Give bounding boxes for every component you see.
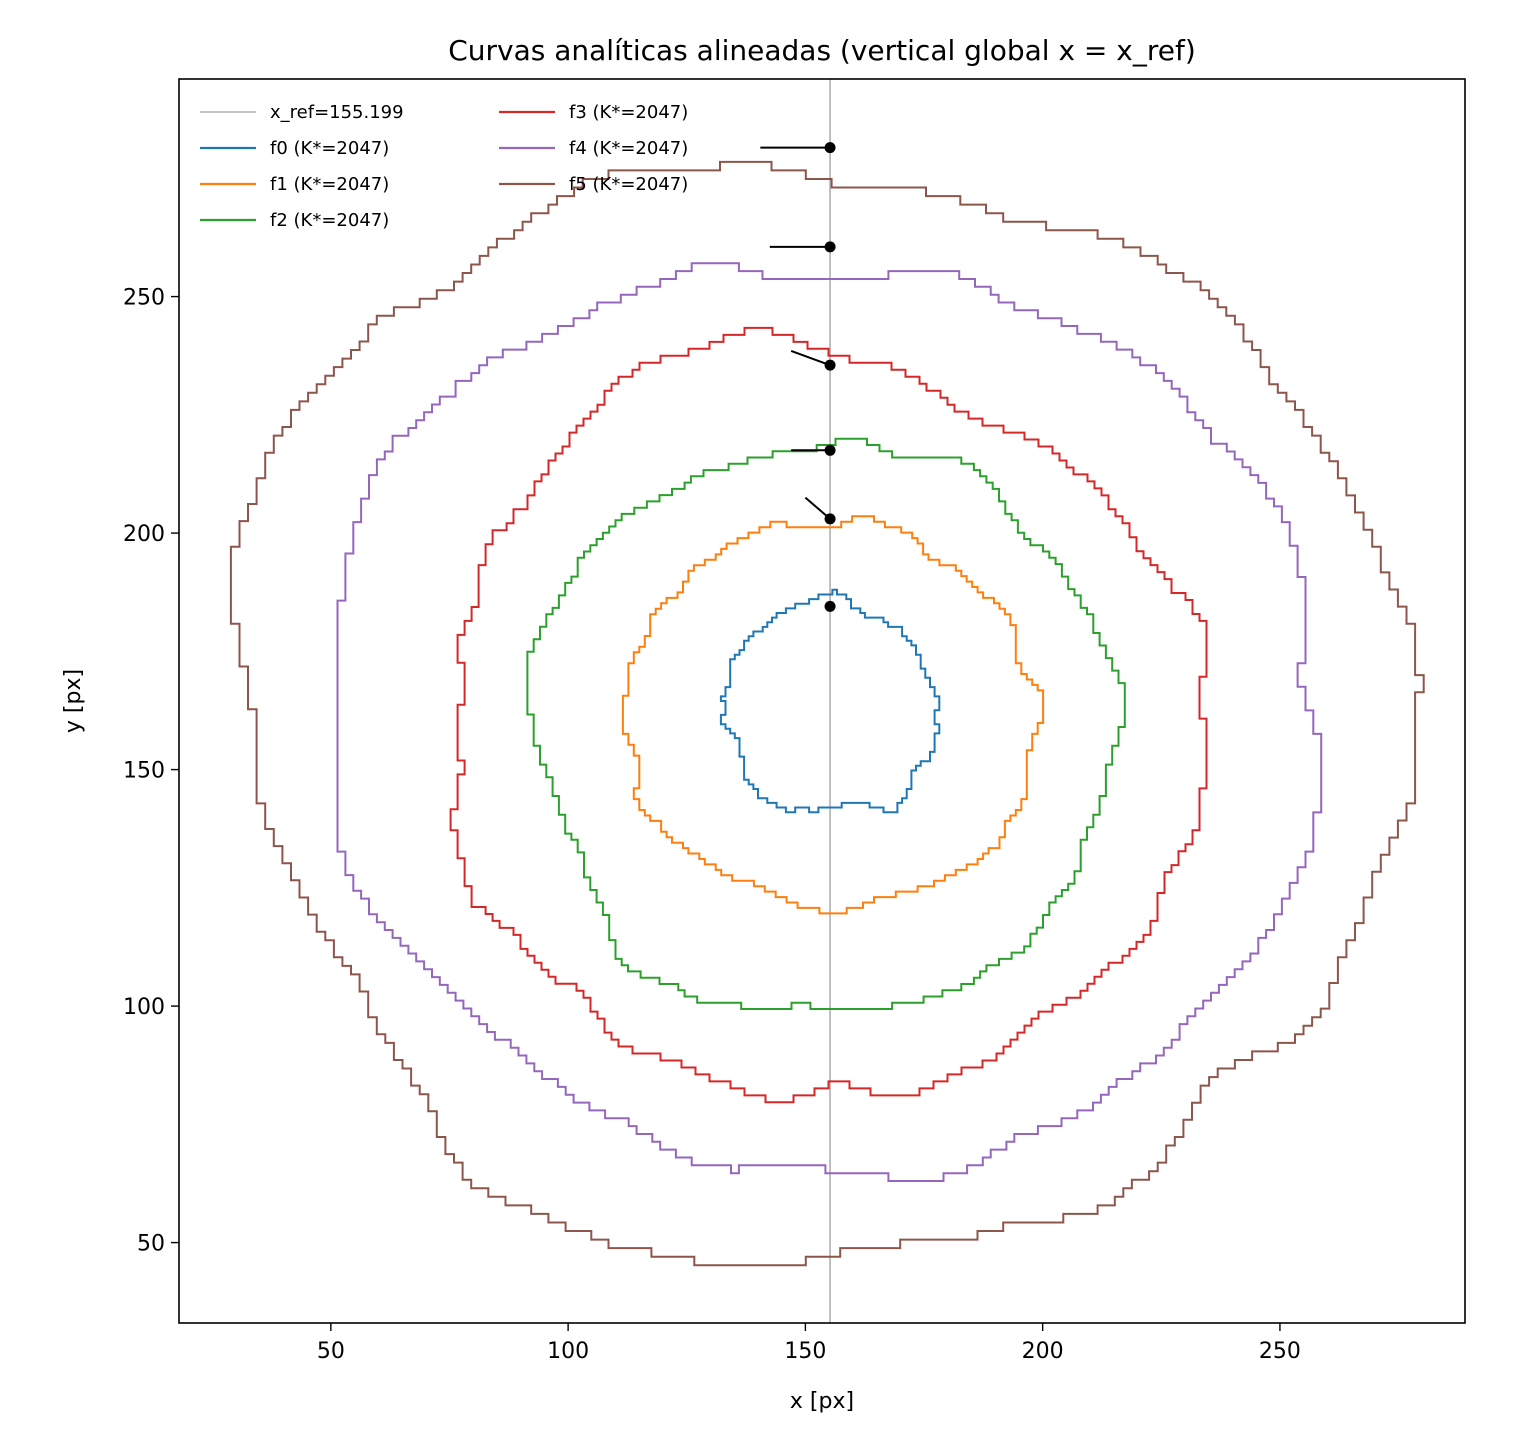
- marker-point-f5: [824, 142, 836, 154]
- x-tick-label: 50: [317, 1339, 345, 1364]
- tangent-f3: [790, 350, 831, 367]
- x-tick-label: 100: [547, 1339, 589, 1364]
- axis-ticks: 50 100 150 200 250 50 100 150 200 250: [123, 286, 1301, 1364]
- y-tick-label: 100: [123, 995, 165, 1020]
- marker-point-f4: [824, 241, 836, 253]
- series-line-f3: [449, 326, 1208, 1104]
- legend-entry: f5 (K*=2047): [569, 174, 688, 195]
- y-axis-label: y [px]: [61, 669, 86, 733]
- y-tick-label: 250: [123, 286, 165, 311]
- legend-entry: f2 (K*=2047): [270, 210, 389, 231]
- marker-point-f2: [824, 444, 836, 456]
- series-line-f0: [719, 588, 941, 814]
- x-tick-label: 250: [1259, 1339, 1301, 1364]
- x-axis-label: x [px]: [790, 1389, 854, 1414]
- marker-point-f3: [824, 359, 836, 371]
- plot-frame: [178, 78, 1466, 1324]
- x-tick-label: 200: [1022, 1339, 1064, 1364]
- marker-point-f1: [824, 513, 836, 525]
- legend: x_ref=155.199 f0 (K*=2047) f1 (K*=2047) f2 …: [200, 102, 688, 231]
- legend-entry: f1 (K*=2047): [270, 174, 389, 195]
- y-tick-label: 150: [123, 759, 165, 784]
- marker-point-f0: [824, 600, 836, 612]
- legend-entry: f3 (K*=2047): [569, 102, 688, 123]
- y-tick-label: 200: [123, 522, 165, 547]
- legend-entry: f4 (K*=2047): [569, 138, 688, 159]
- legend-entry: x_ref=155.199: [270, 102, 404, 123]
- series-line-f5: [229, 160, 1425, 1267]
- y-tick-label: 50: [137, 1232, 165, 1257]
- series-line-f2: [526, 437, 1126, 1010]
- x-tick-label: 150: [784, 1339, 826, 1364]
- series-line-f4: [336, 262, 1323, 1182]
- series-line-f1: [621, 515, 1045, 915]
- chart-title: Curvas analíticas alineadas (vertical gl…: [448, 34, 1196, 67]
- plot-area: [229, 79, 1425, 1323]
- legend-entry: f0 (K*=2047): [270, 138, 389, 159]
